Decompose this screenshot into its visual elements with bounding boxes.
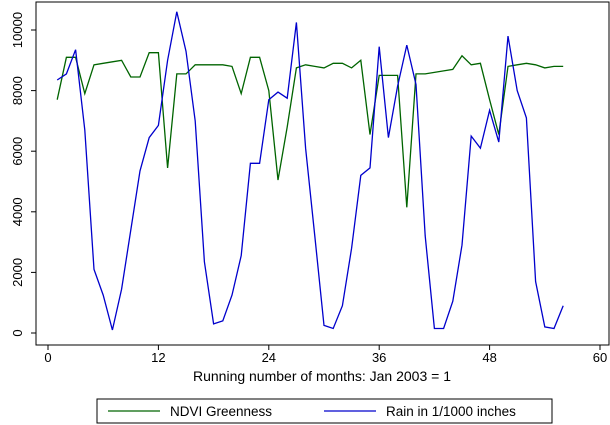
y-tick-label: 10000 <box>10 12 25 48</box>
y-tick-label: 4000 <box>10 197 25 226</box>
x-tick-label: 0 <box>44 350 51 365</box>
legend-label-ndvi: NDVI Greenness <box>170 404 272 419</box>
plot-frame <box>35 1 610 346</box>
rain-line <box>56 11 564 331</box>
y-tick-label: 8000 <box>10 76 25 105</box>
y-tick-label: 6000 <box>10 137 25 166</box>
x-axis-title: Running number of months: Jan 2003 = 1 <box>193 368 451 384</box>
axes: 0 12 24 36 48 60 0 2000 4000 6000 8000 10000 <box>10 12 607 365</box>
y-tick-label: 0 <box>10 329 25 336</box>
x-tick-label: 12 <box>151 350 165 365</box>
x-tick-label: 36 <box>372 350 386 365</box>
y-tick-label: 2000 <box>10 258 25 287</box>
x-tick-label: 48 <box>482 350 496 365</box>
x-tick-label: 60 <box>593 350 607 365</box>
ndvi-greenness-line <box>56 52 564 208</box>
plot-lines <box>56 11 564 331</box>
legend: NDVI Greenness Rain in 1/1000 inches <box>96 398 553 424</box>
legend-label-rain: Rain in 1/1000 inches <box>386 404 516 419</box>
x-tick-label: 24 <box>262 350 276 365</box>
